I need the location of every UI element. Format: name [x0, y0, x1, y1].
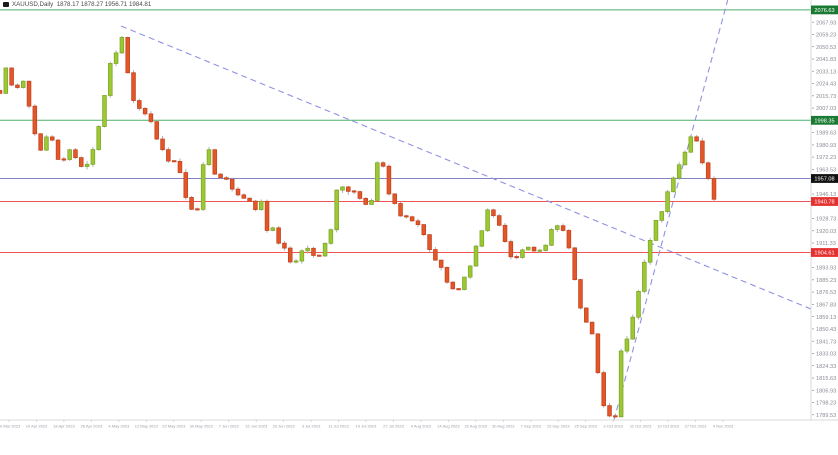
svg-text:2076.63: 2076.63	[814, 8, 834, 14]
svg-text:1998.35: 1998.35	[814, 118, 834, 124]
svg-text:2024.43: 2024.43	[816, 82, 836, 88]
svg-text:18 Apr 2023: 18 Apr 2023	[53, 424, 75, 429]
svg-text:2059.23: 2059.23	[816, 33, 836, 39]
svg-text:1859.13: 1859.13	[816, 315, 836, 321]
svg-text:22 May 2023: 22 May 2023	[162, 424, 186, 429]
svg-text:1850.43: 1850.43	[816, 327, 836, 333]
svg-text:1833.03: 1833.03	[816, 352, 836, 358]
svg-text:1963.53: 1963.53	[816, 168, 836, 174]
svg-text:11 Jul 2023: 11 Jul 2023	[328, 424, 349, 429]
svg-text:1911.33: 1911.33	[816, 241, 836, 247]
svg-text:1815.63: 1815.63	[816, 376, 836, 382]
svg-text:1798.23: 1798.23	[816, 401, 836, 407]
svg-text:30 Aug 2023: 30 Aug 2023	[492, 424, 515, 429]
svg-text:1957.08: 1957.08	[814, 177, 834, 183]
svg-text:12 May 2023: 12 May 2023	[135, 424, 159, 429]
svg-text:1893.93: 1893.93	[816, 266, 836, 272]
svg-text:1972.23: 1972.23	[816, 155, 836, 161]
svg-text:1920.03: 1920.03	[816, 229, 836, 235]
svg-text:3 Jul 2023: 3 Jul 2023	[302, 424, 321, 429]
svg-text:1980.93: 1980.93	[816, 143, 836, 149]
svg-text:2033.13: 2033.13	[816, 69, 836, 75]
svg-text:1789.53: 1789.53	[816, 413, 836, 419]
svg-text:22 Aug 2023: 22 Aug 2023	[465, 424, 488, 429]
svg-text:4 Nov 2023: 4 Nov 2023	[713, 424, 734, 429]
svg-text:4 May 2023: 4 May 2023	[108, 424, 130, 429]
svg-text:7 Jun 2023: 7 Jun 2023	[219, 424, 240, 429]
svg-text:1841.73: 1841.73	[816, 339, 836, 345]
svg-text:1806.93: 1806.93	[816, 388, 836, 394]
svg-text:2050.53: 2050.53	[816, 45, 836, 51]
svg-text:10 Apr 2023: 10 Apr 2023	[26, 424, 48, 429]
svg-text:14 Aug 2023: 14 Aug 2023	[437, 424, 460, 429]
svg-text:26 Apr 2023: 26 Apr 2023	[81, 424, 103, 429]
svg-text:2041.83: 2041.83	[816, 57, 836, 63]
svg-text:2067.93: 2067.93	[816, 20, 836, 26]
svg-text:27 Jul 2023: 27 Jul 2023	[383, 424, 404, 429]
svg-text:30 Mar 2023: 30 Mar 2023	[0, 424, 21, 429]
svg-text:1824.33: 1824.33	[816, 364, 836, 370]
svg-text:19 Oct 2023: 19 Oct 2023	[657, 424, 680, 429]
svg-text:30 May 2023: 30 May 2023	[190, 424, 214, 429]
svg-text:1885.23: 1885.23	[816, 278, 836, 284]
svg-text:1876.53: 1876.53	[816, 290, 836, 296]
svg-text:4 Aug 2023: 4 Aug 2023	[411, 424, 432, 429]
svg-text:2015.73: 2015.73	[816, 94, 836, 100]
svg-text:25 Sep 2023: 25 Sep 2023	[574, 424, 597, 429]
svg-text:19 Jul 2023: 19 Jul 2023	[356, 424, 377, 429]
svg-text:1940.78: 1940.78	[814, 200, 834, 206]
svg-text:3 Oct 2023: 3 Oct 2023	[603, 424, 623, 429]
svg-text:23 Jun 2023: 23 Jun 2023	[273, 424, 296, 429]
svg-text:1989.63: 1989.63	[816, 131, 836, 137]
svg-text:15 Jun 2023: 15 Jun 2023	[245, 424, 268, 429]
svg-text:1867.83: 1867.83	[816, 303, 836, 309]
svg-text:15 Sep 2023: 15 Sep 2023	[547, 424, 570, 429]
svg-text:1928.73: 1928.73	[816, 217, 836, 223]
svg-text:2007.03: 2007.03	[816, 106, 836, 112]
svg-text:7 Sep 2023: 7 Sep 2023	[521, 424, 542, 429]
svg-text:11 Oct 2023: 11 Oct 2023	[630, 424, 652, 429]
svg-text:1904.61: 1904.61	[814, 251, 834, 257]
svg-text:27 Oct 2023: 27 Oct 2023	[685, 424, 708, 429]
